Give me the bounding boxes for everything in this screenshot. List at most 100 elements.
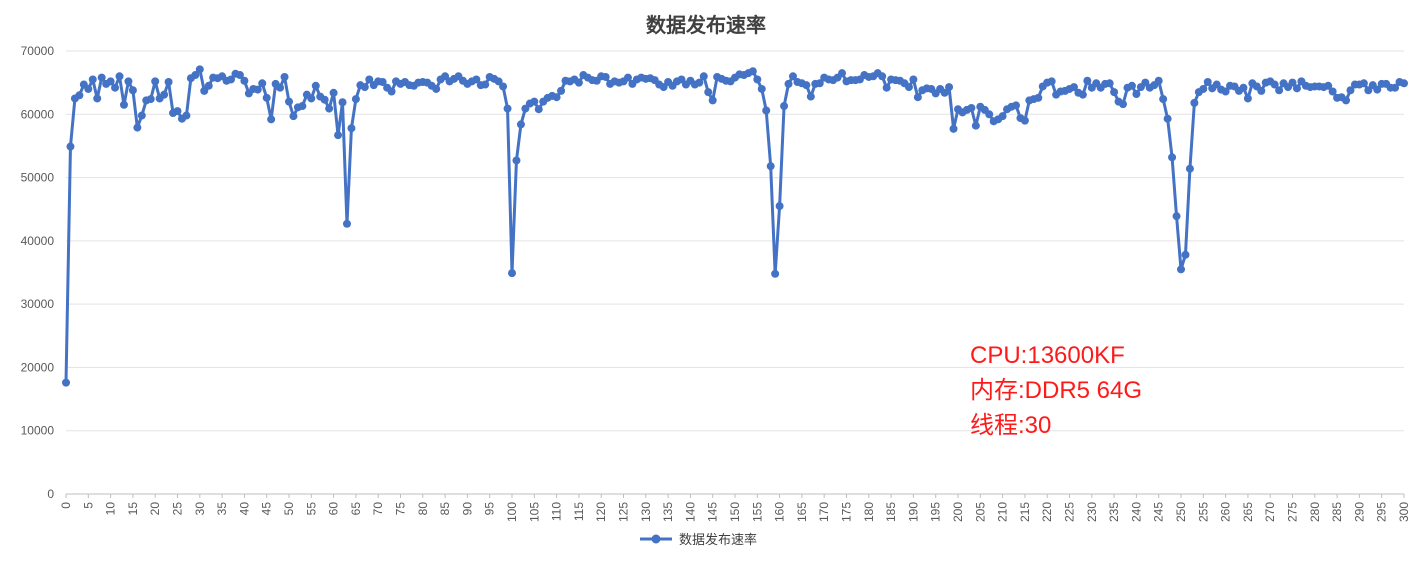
data-point[interactable] (342, 219, 351, 228)
data-point[interactable] (289, 112, 298, 121)
data-point[interactable] (1328, 87, 1337, 96)
data-point[interactable] (88, 75, 97, 84)
data-point[interactable] (530, 97, 539, 106)
data-point[interactable] (298, 102, 307, 111)
data-point[interactable] (557, 86, 566, 95)
data-point[interactable] (748, 67, 757, 76)
data-point[interactable] (1172, 212, 1181, 221)
data-point[interactable] (704, 88, 713, 97)
data-point[interactable] (84, 84, 93, 93)
data-point[interactable] (909, 75, 918, 84)
data-point[interactable] (552, 93, 561, 102)
data-point[interactable] (753, 75, 762, 84)
data-point[interactable] (1346, 86, 1355, 95)
data-point[interactable] (1047, 77, 1056, 86)
data-point[interactable] (347, 124, 356, 133)
data-point[interactable] (771, 269, 780, 278)
data-point[interactable] (173, 107, 182, 116)
data-point[interactable] (1190, 98, 1199, 107)
data-point[interactable] (780, 102, 789, 111)
data-point[interactable] (329, 88, 338, 97)
data-point[interactable] (240, 76, 249, 85)
data-point[interactable] (1110, 88, 1119, 97)
data-point[interactable] (949, 124, 958, 133)
data-point[interactable] (1391, 83, 1400, 92)
data-point[interactable] (1159, 95, 1168, 104)
data-point[interactable] (802, 81, 811, 90)
data-point[interactable] (75, 91, 84, 100)
data-point[interactable] (1199, 84, 1208, 93)
data-point[interactable] (360, 83, 369, 92)
data-point[interactable] (1185, 164, 1194, 173)
data-point[interactable] (1069, 83, 1078, 92)
data-point[interactable] (534, 105, 543, 114)
data-point[interactable] (695, 78, 704, 87)
data-point[interactable] (472, 75, 481, 84)
data-point[interactable] (1324, 81, 1333, 90)
data-point[interactable] (1243, 94, 1252, 103)
data-point[interactable] (1239, 83, 1248, 92)
data-point[interactable] (913, 93, 922, 102)
data-point[interactable] (365, 75, 374, 84)
data-point[interactable] (307, 94, 316, 103)
data-point[interactable] (124, 77, 133, 86)
data-point[interactable] (1270, 80, 1279, 89)
data-point[interactable] (378, 78, 387, 87)
data-point[interactable] (775, 202, 784, 211)
data-point[interactable] (757, 84, 766, 93)
data-point[interactable] (815, 79, 824, 88)
data-point[interactable] (1119, 100, 1128, 109)
data-point[interactable] (320, 95, 329, 104)
data-point[interactable] (481, 80, 490, 89)
data-point[interactable] (119, 100, 128, 109)
data-point[interactable] (280, 72, 289, 81)
data-point[interactable] (106, 77, 115, 86)
data-point[interactable] (387, 87, 396, 96)
data-point[interactable] (97, 73, 106, 82)
data-point[interactable] (1292, 84, 1301, 93)
data-point[interactable] (351, 95, 360, 104)
data-point[interactable] (432, 84, 441, 93)
data-point[interactable] (1257, 86, 1266, 95)
data-point[interactable] (253, 85, 262, 94)
data-point[interactable] (806, 92, 815, 101)
data-point[interactable] (998, 112, 1007, 121)
data-point[interactable] (276, 83, 285, 92)
data-point[interactable] (195, 65, 204, 74)
data-point[interactable] (204, 81, 213, 90)
data-point[interactable] (1342, 96, 1351, 105)
data-point[interactable] (971, 121, 980, 130)
data-point[interactable] (182, 111, 191, 120)
data-point[interactable] (1373, 85, 1382, 94)
data-point[interactable] (262, 93, 271, 102)
data-point[interactable] (285, 97, 293, 106)
data-point[interactable] (227, 75, 236, 84)
data-point[interactable] (601, 72, 610, 81)
data-point[interactable] (160, 90, 169, 99)
data-point[interactable] (878, 72, 887, 81)
data-point[interactable] (151, 77, 160, 86)
data-point[interactable] (503, 104, 512, 113)
data-point[interactable] (512, 156, 521, 165)
data-point[interactable] (882, 83, 891, 92)
data-point[interactable] (1078, 90, 1087, 99)
data-point[interactable] (338, 98, 347, 107)
data-point[interactable] (146, 95, 155, 104)
data-point[interactable] (267, 115, 276, 124)
data-point[interactable] (258, 79, 267, 88)
data-point[interactable] (766, 162, 775, 171)
data-point[interactable] (1163, 114, 1172, 123)
data-point[interactable] (499, 82, 508, 91)
data-point[interactable] (235, 71, 244, 80)
data-point[interactable] (945, 83, 954, 92)
data-point[interactable] (128, 86, 137, 95)
data-point[interactable] (1203, 78, 1212, 87)
data-point[interactable] (516, 120, 525, 129)
data-point[interactable] (985, 110, 994, 119)
data-point[interactable] (62, 378, 70, 387)
data-point[interactable] (762, 106, 771, 115)
data-point[interactable] (1177, 265, 1185, 274)
data-point[interactable] (1275, 86, 1284, 95)
data-point[interactable] (967, 103, 976, 112)
data-point[interactable] (93, 94, 102, 103)
